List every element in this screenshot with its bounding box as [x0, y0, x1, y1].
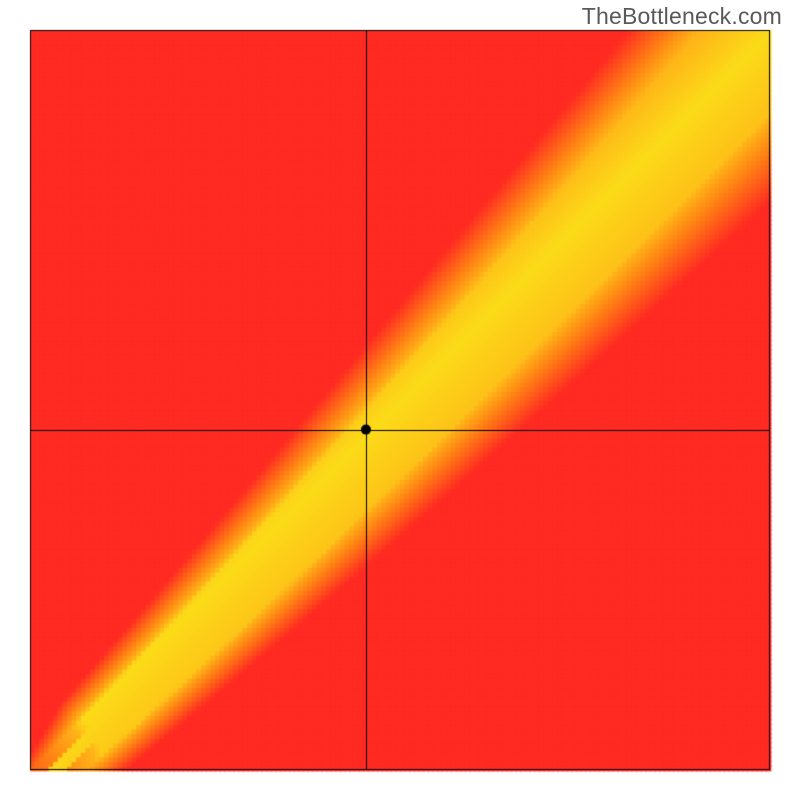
watermark-text: TheBottleneck.com — [582, 3, 782, 30]
bottleneck-heatmap-canvas — [0, 0, 800, 800]
chart-container: TheBottleneck.com — [0, 0, 800, 800]
